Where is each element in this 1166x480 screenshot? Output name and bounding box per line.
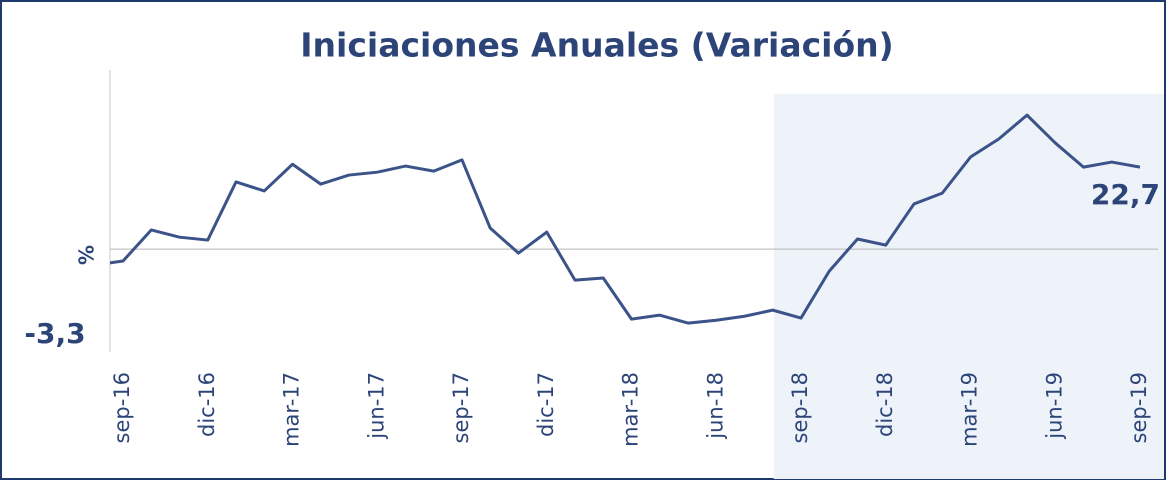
x-tick-label: sep-19 xyxy=(1127,372,1151,444)
x-tick-label: jun-18 xyxy=(703,372,727,440)
x-tick-label: sep-16 xyxy=(110,372,134,444)
x-tick-label: mar-19 xyxy=(958,372,982,447)
value-label: 22,7 xyxy=(1091,178,1160,211)
x-tick-label: jun-19 xyxy=(1042,372,1066,440)
x-tick-label: sep-17 xyxy=(449,372,473,444)
x-tick-label: mar-18 xyxy=(619,372,643,447)
data-line xyxy=(110,113,1141,325)
x-tick-label: sep-18 xyxy=(788,372,812,444)
x-tick-label: jun-17 xyxy=(364,372,388,440)
x-tick-label: dic-16 xyxy=(195,372,219,437)
chart-title: Iniciaciones Anuales (Variación) xyxy=(300,26,893,65)
x-tick-label: mar-17 xyxy=(280,372,304,447)
x-tick-label: dic-18 xyxy=(873,372,897,437)
value-label: -3,3 xyxy=(24,317,85,350)
x-tick-label: dic-17 xyxy=(534,372,558,437)
y-axis-label: % xyxy=(75,245,99,265)
